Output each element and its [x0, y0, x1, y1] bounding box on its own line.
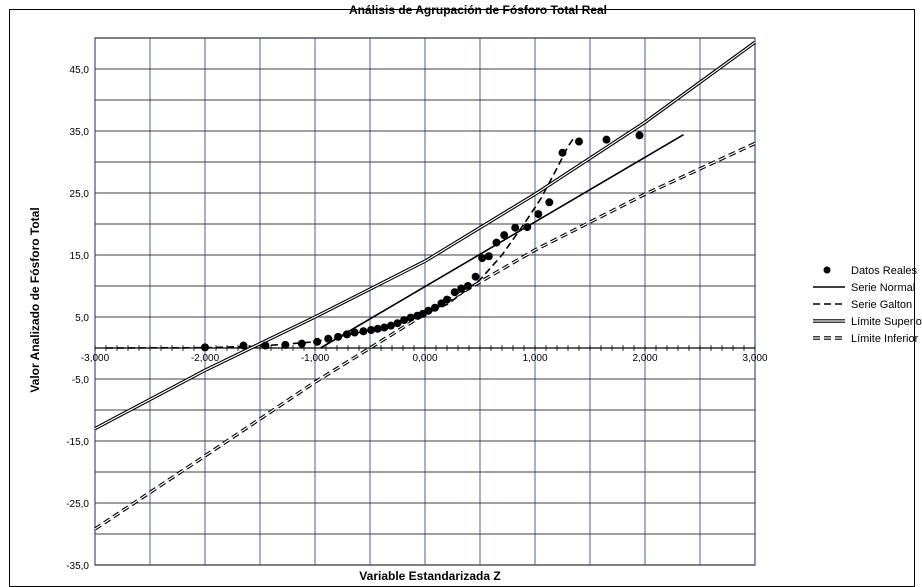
data-point-datos-reales	[393, 319, 402, 328]
data-point-datos-reales	[534, 210, 543, 219]
data-point-datos-reales	[602, 135, 611, 144]
data-point-datos-reales	[342, 330, 351, 339]
y-tick-label: -25,0	[66, 499, 89, 510]
tick-labels: -3,000 -2,000 -1,000 0,000 1,000 2,000 3,000 -3…	[66, 65, 768, 572]
data-point-datos-reales	[484, 252, 493, 261]
series-line-limite-inferior-inner	[94, 142, 756, 530]
chart-title: Análisis de Agrupación de Fósforo Total …	[349, 3, 607, 17]
legend-label: Límite Superior	[851, 316, 922, 328]
legend-label: Datos Reales	[851, 265, 918, 277]
data-point-datos-reales	[373, 324, 382, 333]
series-line-serie-galton	[105, 137, 575, 349]
chart-border	[9, 9, 915, 587]
data-point-datos-reales	[500, 231, 509, 240]
legend-marker-datos-reales	[823, 266, 831, 274]
series-line-serie-normal	[320, 134, 684, 349]
data-point-datos-reales	[545, 198, 554, 207]
data-point-datos-reales	[558, 148, 567, 157]
data-point-datos-reales	[450, 288, 459, 297]
x-tick-label: -2,000	[191, 353, 220, 364]
data-point-datos-reales	[334, 332, 343, 341]
data-point-datos-reales	[457, 284, 466, 293]
data-point-datos-reales	[443, 295, 451, 304]
data-point-datos-reales	[297, 339, 306, 348]
y-tick-label: 25,0	[70, 189, 90, 200]
data-point-datos-reales	[359, 327, 368, 336]
y-tick-label: 5,0	[75, 313, 89, 324]
data-point-datos-reales	[511, 223, 520, 232]
data-point-datos-reales	[478, 254, 487, 263]
grid	[94, 37, 756, 566]
data-point-datos-reales	[463, 282, 472, 290]
data-point-datos-reales	[471, 272, 480, 281]
data-point-datos-reales	[313, 337, 322, 346]
data-point-datos-reales	[380, 323, 389, 332]
y-tick-label: -35,0	[66, 561, 89, 572]
data-point-datos-reales	[324, 334, 333, 343]
data-point-datos-reales	[492, 238, 501, 247]
data-point-datos-reales	[406, 313, 415, 322]
data-point-datos-reales	[261, 341, 270, 350]
x-tick-label: 2,000	[632, 353, 657, 364]
x-tick-label: -1,000	[301, 353, 330, 364]
data-point-datos-reales	[635, 131, 644, 140]
data-point-datos-reales	[424, 306, 433, 315]
y-tick-label: 45,0	[70, 65, 90, 76]
data-point-datos-reales	[400, 316, 409, 325]
data-point-datos-reales	[386, 321, 395, 330]
y-tick-label: -5,0	[72, 375, 90, 386]
x-tick-label: 3,000	[742, 353, 767, 364]
legend: Datos Reales Serie Normal Serie Galton Lími…	[813, 265, 922, 345]
x-tick-label: 0,000	[412, 353, 437, 364]
series-layer	[94, 40, 756, 531]
data-point-datos-reales	[281, 340, 290, 349]
y-tick-label: 15,0	[70, 251, 90, 262]
x-tick-label: -3,000	[81, 353, 110, 364]
data-point-datos-reales	[430, 303, 439, 312]
data-point-datos-reales	[350, 328, 359, 337]
y-tick-label: -15,0	[66, 437, 89, 448]
x-tick-label: 1,000	[522, 353, 547, 364]
x-axis-title: Variable Estandarizada Z	[359, 569, 500, 583]
data-point-datos-reales	[239, 341, 248, 350]
legend-label: Serie Galton	[851, 299, 912, 311]
legend-label: Serie Normal	[851, 282, 915, 294]
y-tick-label: 35,0	[70, 127, 90, 138]
data-point-datos-reales	[367, 326, 376, 335]
legend-label: Límite Inferior	[851, 333, 919, 345]
data-point-datos-reales	[201, 343, 209, 352]
data-point-datos-reales	[523, 223, 532, 232]
data-point-datos-reales	[575, 137, 583, 146]
series-line-limite-superior-inner	[94, 41, 756, 430]
y-axis-title: Valor Analizado de Fósforo Total	[28, 207, 42, 392]
